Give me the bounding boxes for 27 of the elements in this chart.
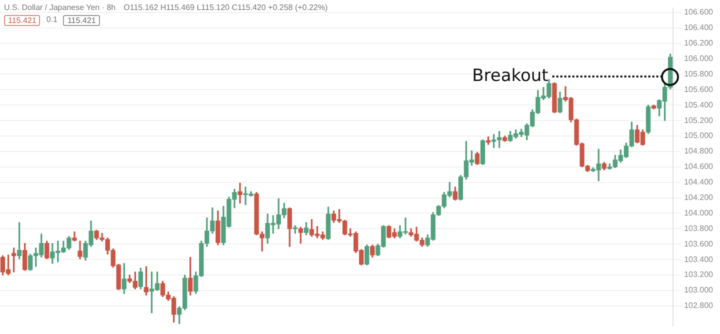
annotation: 115.421 xyxy=(4,15,40,26)
y-tick-label: 104.800 xyxy=(684,146,714,156)
annotation: 115.421 xyxy=(63,15,100,26)
y-tick-label: 106.600 xyxy=(684,8,714,17)
y-tick-label: 104.600 xyxy=(684,162,714,172)
y-tick-label: 105.600 xyxy=(684,84,714,94)
y-tick-label: 103.600 xyxy=(684,239,714,248)
y-tick-label: 106.200 xyxy=(684,38,714,48)
y-tick-label: 106.000 xyxy=(684,54,714,63)
chart-title: U.S. Dollar / Japanese Yen · 8h xyxy=(4,3,116,12)
y-tick-label: 105.400 xyxy=(684,100,714,110)
y-tick-label: 104.200 xyxy=(684,192,714,202)
y-tick-label: 103.000 xyxy=(684,286,714,295)
y-tick-label: 105.800 xyxy=(684,69,714,78)
candlestick xyxy=(238,182,242,204)
y-tick-label: 104.000 xyxy=(684,208,714,218)
y-tick-label: 102.800 xyxy=(684,301,714,310)
y-tick-label: 104.400 xyxy=(684,178,714,187)
y-tick-label: 103.200 xyxy=(684,270,714,280)
y-tick-label: 103.400 xyxy=(684,254,714,264)
ref-line-label: Breakout xyxy=(472,66,549,86)
y-tick-label: 106.400 xyxy=(684,23,714,32)
y-tick-label: 105.000 xyxy=(684,131,714,140)
chart-subtitle: O115.162 H115.469 L115.120 C115.420 +0.258 (+0.22%) xyxy=(124,3,328,12)
y-tick-label: 105.200 xyxy=(684,116,714,125)
annotation: 0.1 xyxy=(45,15,58,26)
y-tick-label: 103.800 xyxy=(684,224,714,233)
